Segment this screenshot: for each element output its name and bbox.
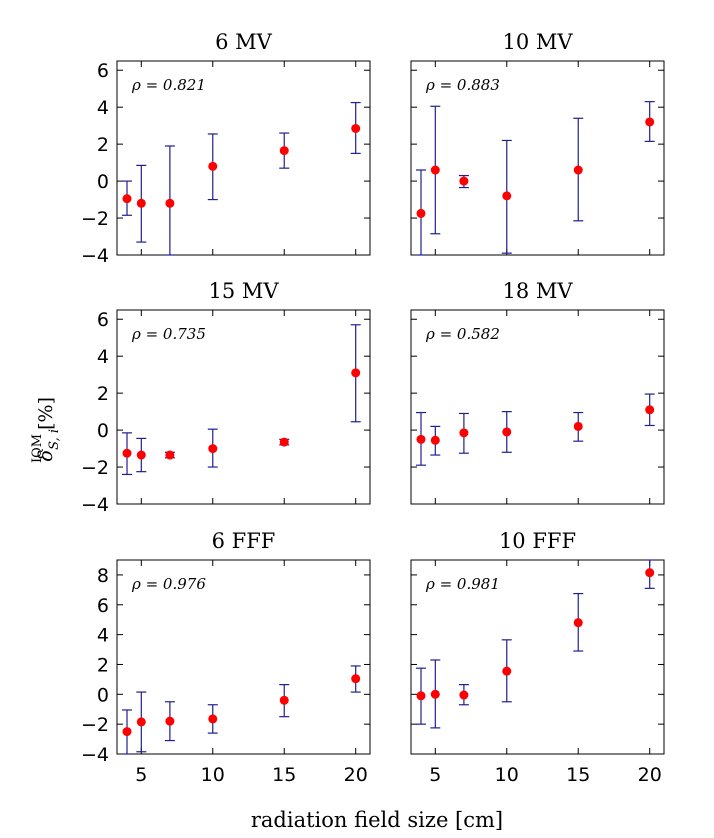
panel-6: 10 FFF ρ = 0.981 5 10 15 20 [410, 529, 665, 786]
x-tick-label: 15 [272, 764, 296, 786]
data-point [502, 427, 512, 437]
data-point [351, 674, 361, 684]
y-tick-label: −4 [81, 245, 109, 267]
y-tick-label: −2 [81, 457, 109, 479]
x-tick-label: 15 [566, 764, 590, 786]
data-point [208, 444, 218, 454]
data-point [430, 165, 440, 175]
y-tick-label: −2 [81, 208, 109, 230]
y-tick-label: −2 [81, 714, 109, 736]
data-point [208, 714, 218, 724]
panel-title: 15 MV [208, 279, 279, 303]
y-tick-label: 2 [97, 134, 109, 156]
x-tick-label: 5 [429, 764, 441, 786]
data-point [416, 691, 426, 701]
x-tick-label: 20 [344, 764, 368, 786]
panel-1: 6 MV ρ = 0.821 −4 −2 0 2 4 6 [81, 30, 371, 267]
x-tick-label: 10 [201, 764, 225, 786]
y-axis-label: δS, iIQM [%] [30, 397, 62, 463]
x-tick-label: 5 [135, 764, 147, 786]
data-point [645, 568, 655, 578]
panel-title: 6 MV [215, 30, 273, 54]
plot-frame [116, 559, 371, 755]
panel-5: 6 FFF ρ = 0.976 −4 −2 0 2 4 6 8 5 10 15 20 [81, 529, 371, 786]
data-point [136, 198, 146, 208]
panel-4: 18 MV ρ = 0.582 [410, 279, 665, 505]
data-point [165, 716, 175, 726]
correlation-annotation: ρ = 0.883 [425, 76, 500, 94]
x-tick-label: 20 [638, 764, 662, 786]
y-tick-label: 4 [97, 625, 109, 647]
correlation-annotation: ρ = 0.735 [131, 325, 206, 343]
correlation-annotation: ρ = 0.582 [425, 325, 500, 343]
data-point [122, 448, 132, 458]
panel-3: 15 MV ρ = 0.735 −4 −2 0 2 4 6 [81, 279, 371, 516]
correlation-annotation: ρ = 0.976 [131, 575, 206, 593]
data-point [459, 428, 469, 438]
y-tick-label: 4 [97, 97, 109, 119]
y-axis-label-symbol: δ [35, 450, 57, 461]
panel-title: 10 MV [502, 30, 573, 54]
y-tick-label: 0 [97, 684, 109, 706]
panel-title: 6 FFF [212, 529, 276, 553]
y-tick-label: 6 [97, 595, 109, 617]
data-point [122, 194, 132, 204]
x-tick-label: 10 [495, 764, 519, 786]
y-tick-label: 2 [97, 654, 109, 676]
data-point [430, 435, 440, 445]
data-point [573, 618, 583, 628]
panel-title: 18 MV [502, 279, 573, 303]
data-point [165, 198, 175, 208]
data-point [208, 161, 218, 171]
plot-frame [116, 60, 371, 256]
data-point [122, 727, 132, 737]
x-axis-label: radiation field size [cm] [251, 808, 503, 832]
plot-frame [116, 309, 371, 505]
y-tick-label: 0 [97, 420, 109, 442]
plot-frame [410, 60, 665, 256]
data-point [279, 695, 289, 705]
data-point [416, 434, 426, 444]
data-point [573, 421, 583, 431]
correlation-annotation: ρ = 0.821 [131, 76, 206, 94]
data-point [279, 437, 289, 447]
correlation-annotation: ρ = 0.981 [425, 575, 500, 593]
data-point [136, 717, 146, 727]
y-tick-label: −4 [81, 744, 109, 766]
data-point [136, 450, 146, 460]
y-tick-label: −4 [81, 494, 109, 516]
y-tick-label: 2 [97, 383, 109, 405]
y-tick-label: 4 [97, 346, 109, 368]
y-tick-label: 8 [97, 565, 109, 587]
data-point [351, 368, 361, 378]
panel-2: 10 MV ρ = 0.883 [410, 30, 665, 256]
data-point [573, 165, 583, 175]
y-axis-label-unit: [%] [35, 397, 57, 430]
panels: 6 MV ρ = 0.821 −4 −2 0 2 4 6 10 MV ρ = 0.883 15 MV… [81, 30, 665, 786]
data-point [165, 450, 175, 460]
y-tick-label: 6 [97, 60, 109, 82]
data-point [502, 191, 512, 201]
data-point [279, 146, 289, 156]
plot-frame [410, 309, 665, 505]
data-point [351, 123, 361, 133]
data-point [502, 666, 512, 676]
plot-frame [410, 559, 665, 755]
data-point [645, 405, 655, 415]
data-point [645, 117, 655, 127]
y-tick-label: 6 [97, 309, 109, 331]
y-tick-label: 0 [97, 171, 109, 193]
data-point [459, 176, 469, 186]
data-point [430, 689, 440, 699]
data-point [459, 690, 469, 700]
data-point [416, 208, 426, 218]
y-axis-label-superscript: IQM [30, 434, 45, 463]
y-axis-label-subscript: S, i [47, 429, 62, 450]
panel-title: 10 FFF [499, 529, 576, 553]
